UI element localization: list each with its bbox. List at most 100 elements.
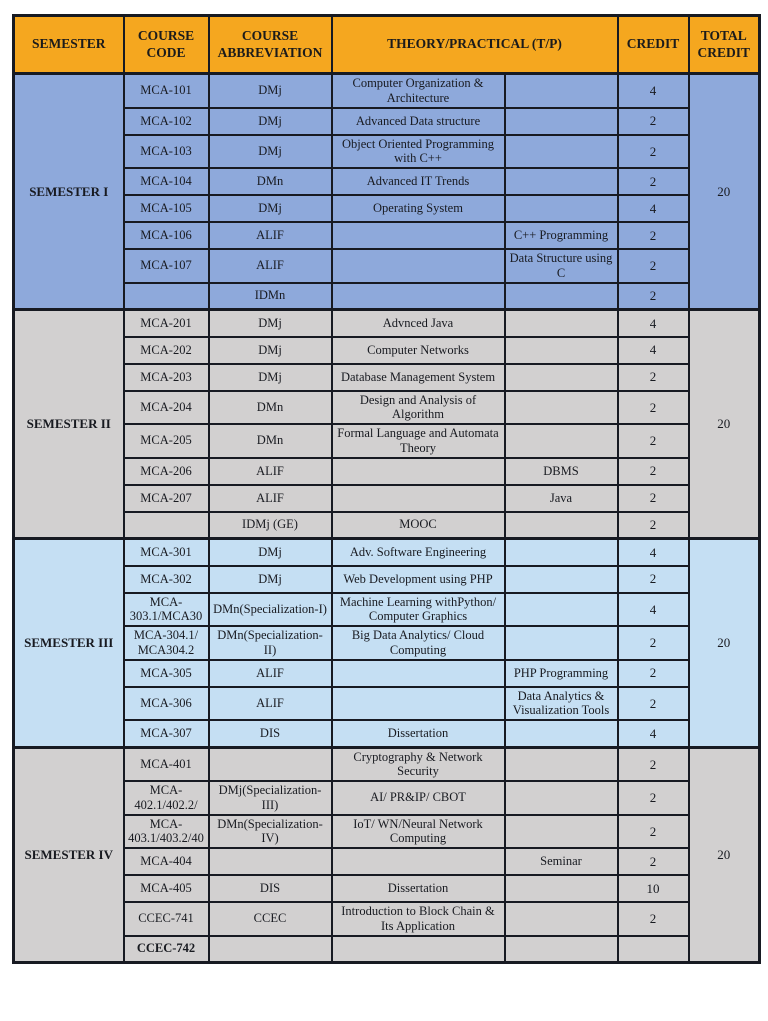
course-code-cell: MCA-207 bbox=[122, 483, 210, 513]
course-row: CCEC-742 bbox=[14, 934, 760, 964]
theory-cell: Computer Networks bbox=[330, 335, 506, 365]
practical-cell: PHP Programming bbox=[503, 658, 619, 688]
credit-cell: 2 bbox=[616, 483, 690, 513]
theory-cell: Web Development using PHP bbox=[330, 564, 506, 594]
semester-label: SEMESTER III bbox=[12, 537, 125, 748]
practical-cell bbox=[503, 780, 619, 816]
course-row: SEMESTER I MCA-101 DMj Computer Organizatio… bbox=[12, 72, 761, 311]
theory-cell: Advanced Data structure bbox=[330, 106, 506, 136]
course-code-cell: MCA-306 bbox=[122, 685, 210, 721]
course-abbreviation-cell: DMn bbox=[207, 167, 333, 196]
course-code-cell: CCEC-741 bbox=[122, 901, 210, 937]
credit-cell: 2 bbox=[616, 847, 690, 876]
credit-cell: 2 bbox=[616, 456, 690, 486]
semester-label: SEMESTER I bbox=[12, 72, 125, 311]
course-row: SEMESTER II MCA-201 DMj Advnced Java 4 20 bbox=[12, 308, 761, 540]
practical-cell: Data Structure using C bbox=[503, 248, 619, 284]
practical-cell bbox=[503, 389, 619, 425]
course-row: MCA-105 DMj Operating System 4 bbox=[14, 194, 760, 223]
course-code-cell bbox=[122, 281, 210, 311]
credit-cell: 2 bbox=[616, 625, 690, 661]
theory-cell: Adv. Software Engineering bbox=[330, 537, 506, 567]
credit-cell: 2 bbox=[616, 510, 690, 540]
course-code-cell: MCA-304.1/ MCA304.2 bbox=[122, 625, 210, 661]
theory-cell bbox=[330, 248, 506, 284]
theory-cell: Object Oriented Programming with C++ bbox=[330, 133, 506, 169]
practical-cell bbox=[503, 362, 619, 392]
course-row: MCA-202 DMj Computer Networks 4 bbox=[14, 335, 760, 365]
course-abbreviation-cell: DMj bbox=[207, 564, 333, 594]
header-row: SEMESTER COURSE CODE COURSE ABBREVIATION… bbox=[12, 14, 761, 75]
practical-cell bbox=[503, 72, 619, 109]
course-abbreviation-cell: DMj bbox=[207, 362, 333, 392]
practical-cell: DBMS bbox=[503, 456, 619, 486]
course-code-cell bbox=[122, 510, 210, 540]
course-abbreviation-cell: DMn bbox=[207, 389, 333, 425]
theory-cell bbox=[330, 281, 506, 311]
credit-cell: 4 bbox=[616, 72, 690, 109]
course-code-cell: MCA-402.1/402.2/ bbox=[122, 780, 210, 816]
credit-cell: 2 bbox=[616, 564, 690, 594]
course-abbreviation-cell: DMj bbox=[207, 335, 333, 365]
course-row: MCA-303.1/MCA30 DMn(Specialization-I) Mach… bbox=[14, 591, 760, 627]
course-row: MCA-402.1/402.2/DMj(Specialization-III) A… bbox=[14, 780, 760, 816]
course-row: MCA-403.1/403.2/40 DMn(Specialization-IV)… bbox=[14, 813, 760, 849]
course-row: MCA-304.1/ MCA304.2 DMn(Specialization-II… bbox=[14, 625, 760, 661]
credit-cell: 4 bbox=[616, 591, 690, 627]
course-abbreviation-cell: ALIF bbox=[207, 685, 333, 721]
practical-cell bbox=[503, 106, 619, 136]
theory-cell: Dissertation bbox=[330, 719, 506, 748]
practical-cell bbox=[503, 537, 619, 567]
course-row: MCA-404 Seminar 2 bbox=[14, 847, 760, 876]
theory-cell: Introduction to Block Chain & Its Applic… bbox=[330, 901, 506, 937]
course-abbreviation-cell: DMn(Specialization-I) bbox=[207, 591, 333, 627]
course-row: MCA-204 DMn Design and Analysis of Algorit… bbox=[14, 389, 760, 425]
course-row: MCA-307 DIS Dissertation 4 bbox=[14, 719, 760, 748]
course-code-cell: MCA-204 bbox=[122, 389, 210, 425]
practical-cell bbox=[503, 874, 619, 903]
credit-cell: 2 bbox=[616, 106, 690, 136]
course-abbreviation-cell: DMj bbox=[207, 133, 333, 169]
course-code-cell: MCA-106 bbox=[122, 221, 210, 250]
course-code-cell: MCA-205 bbox=[122, 423, 210, 459]
course-abbreviation-cell: DMj bbox=[207, 106, 333, 136]
course-abbreviation-cell bbox=[207, 847, 333, 876]
practical-cell bbox=[503, 133, 619, 169]
semester-3-section: SEMESTER III MCA-301 DMj Adv. Software Engi… bbox=[12, 537, 761, 748]
course-row: MCA-106 ALIF C++ Programming 2 bbox=[14, 221, 760, 250]
theory-cell: Design and Analysis of Algorithm bbox=[330, 389, 506, 425]
course-abbreviation-cell: DIS bbox=[207, 719, 333, 748]
course-abbreviation-cell: CCEC bbox=[207, 901, 333, 937]
course-structure-table: SEMESTER COURSE CODE COURSE ABBREVIATION… bbox=[12, 14, 762, 964]
course-row: MCA-305 ALIF PHP Programming 2 bbox=[14, 658, 760, 688]
header-semester: SEMESTER bbox=[12, 14, 125, 75]
theory-cell: Computer Organization & Architecture bbox=[330, 72, 506, 109]
credit-cell: 4 bbox=[616, 537, 690, 567]
practical-cell bbox=[503, 591, 619, 627]
credit-cell: 2 bbox=[616, 746, 690, 782]
header-credit: CREDIT bbox=[616, 14, 690, 75]
course-code-cell: MCA-302 bbox=[122, 564, 210, 594]
course-abbreviation-cell: DIS bbox=[207, 874, 333, 903]
course-code-cell: MCA-401 bbox=[122, 746, 210, 782]
credit-cell: 2 bbox=[616, 685, 690, 721]
theory-cell: Advanced IT Trends bbox=[330, 167, 506, 196]
practical-cell: Java bbox=[503, 483, 619, 513]
credit-cell: 4 bbox=[616, 308, 690, 338]
semester-1-section: SEMESTER I MCA-101 DMj Computer Organizatio… bbox=[12, 72, 761, 311]
credit-cell: 2 bbox=[616, 389, 690, 425]
course-abbreviation-cell: DMj bbox=[207, 308, 333, 338]
credit-cell bbox=[616, 934, 690, 964]
course-abbreviation-cell: DMj bbox=[207, 537, 333, 567]
practical-cell bbox=[503, 901, 619, 937]
course-code-cell: MCA-405 bbox=[122, 874, 210, 903]
practical-cell: Data Analytics & Visualization Tools bbox=[503, 685, 619, 721]
course-code-cell: MCA-303.1/MCA30 bbox=[122, 591, 210, 627]
course-abbreviation-cell: ALIF bbox=[207, 658, 333, 688]
credit-cell: 4 bbox=[616, 719, 690, 748]
course-row: SEMESTER IV MCA-401 Cryptography & Network… bbox=[12, 746, 761, 964]
course-abbreviation-cell bbox=[207, 746, 333, 782]
credit-cell: 2 bbox=[616, 780, 690, 816]
course-code-cell: MCA-206 bbox=[122, 456, 210, 486]
